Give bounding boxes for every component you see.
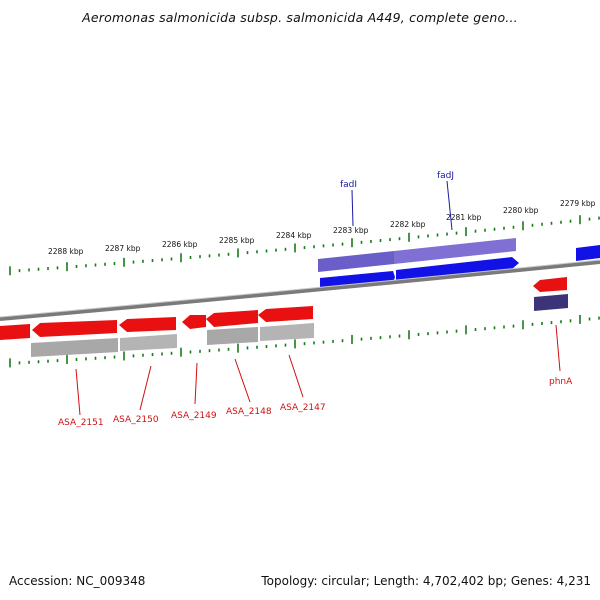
- gene-label-lines: [75, 180, 561, 416]
- kbp-label: 2280 kbp: [503, 206, 539, 215]
- reverse-genes: [0, 277, 568, 357]
- gene-fadJ[interactable]: [396, 257, 519, 282]
- map-title: Aeromonas salmonicida subsp. salmonicida…: [82, 10, 518, 25]
- kbp-labels: 2288 kbp 2287 kbp 2286 kbp 2285 kbp 2284…: [48, 199, 596, 256]
- gene-ASA_2151-light[interactable]: [31, 338, 118, 357]
- genome-backbone-highlight: [0, 259, 600, 318]
- gene-label-ASA_2149[interactable]: ASA_2149: [171, 411, 217, 421]
- forward-genes: [318, 238, 600, 290]
- upper-tick-track: [9, 215, 600, 276]
- genome-stats-text: Topology: circular; Length: 4,702,402 bp…: [261, 574, 591, 588]
- kbp-label: 2285 kbp: [219, 236, 255, 245]
- gene-label-fadJ[interactable]: fadJ: [437, 171, 454, 181]
- kbp-label: 2283 kbp: [333, 226, 369, 235]
- gene-label-ASA_2147[interactable]: ASA_2147: [280, 403, 326, 413]
- gene-label-ASA_2148[interactable]: ASA_2148: [226, 407, 272, 417]
- gene-label-ASA_2150[interactable]: ASA_2150: [113, 415, 159, 425]
- gene-ASA_2147-light[interactable]: [260, 323, 314, 341]
- accession-text: Accession: NC_009348: [9, 574, 146, 588]
- gene-label-phnA[interactable]: phnA: [549, 377, 573, 387]
- lower-tick-track: [9, 314, 600, 368]
- gene-phnA[interactable]: [533, 277, 567, 292]
- kbp-label: 2279 kbp: [560, 199, 596, 208]
- gene-edge-left[interactable]: [0, 324, 30, 340]
- gene-label-ASA_2151[interactable]: ASA_2151: [58, 418, 104, 428]
- gene-ASA_2149[interactable]: [182, 315, 206, 329]
- kbp-label: 2282 kbp: [390, 220, 426, 229]
- kbp-label: 2288 kbp: [48, 247, 84, 256]
- genome-backbone: [0, 260, 600, 321]
- kbp-label: 2281 kbp: [446, 213, 482, 222]
- gene-ASA_2147[interactable]: [258, 306, 313, 322]
- gene-ASA_2150[interactable]: [119, 317, 176, 332]
- gene-ASA_2148[interactable]: [206, 310, 258, 327]
- gene-labels: fadI fadJ ASA_2151 ASA_2150 ASA_2149 ASA…: [58, 171, 573, 428]
- gene-fadJ-light[interactable]: [394, 238, 516, 264]
- gene-label-fadI[interactable]: fadI: [340, 180, 357, 190]
- kbp-label: 2284 kbp: [276, 231, 312, 240]
- gene-right-edge[interactable]: [576, 245, 600, 261]
- gene-fadI-light[interactable]: [318, 251, 394, 272]
- gene-ASA_2151[interactable]: [32, 320, 117, 337]
- kbp-label: 2287 kbp: [105, 244, 141, 253]
- gene-ASA_2150-light[interactable]: [120, 334, 177, 351]
- gene-ASA_2148-light[interactable]: [207, 327, 258, 345]
- kbp-label: 2286 kbp: [162, 240, 198, 249]
- gene-phnA-light[interactable]: [534, 294, 568, 311]
